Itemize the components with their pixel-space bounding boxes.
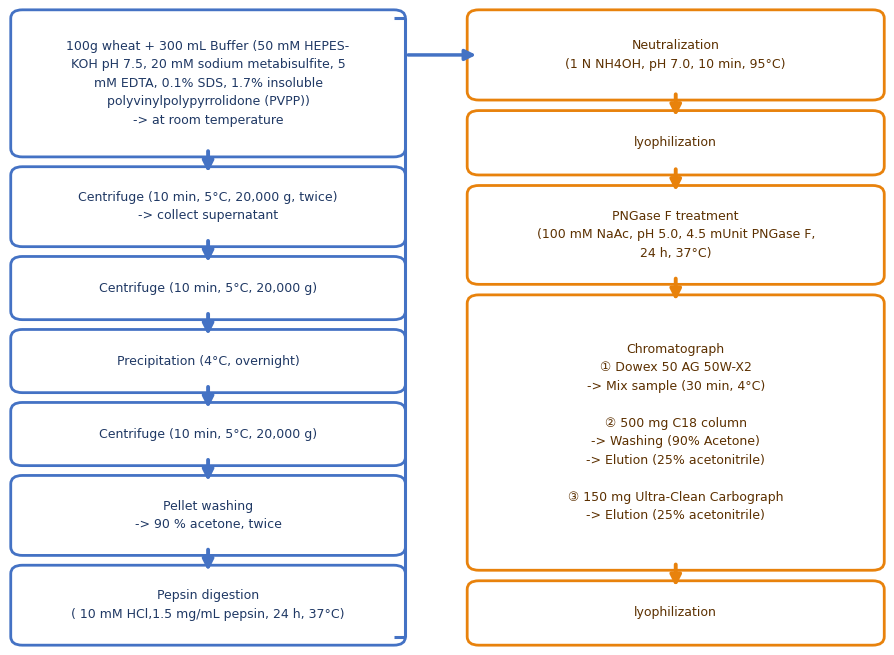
FancyBboxPatch shape [11, 402, 405, 466]
Text: Chromatograph
① Dowex 50 AG 50W-X2
-> Mix sample (30 min, 4°C)

② 500 mg C18 col: Chromatograph ① Dowex 50 AG 50W-X2 -> Mi… [568, 343, 782, 522]
Text: Pellet washing
-> 90 % acetone, twice: Pellet washing -> 90 % acetone, twice [134, 500, 282, 531]
FancyBboxPatch shape [11, 257, 405, 320]
Text: Pepsin digestion
( 10 mM HCl,1.5 mg/mL pepsin, 24 h, 37°C): Pepsin digestion ( 10 mM HCl,1.5 mg/mL p… [72, 590, 344, 621]
Text: lyophilization: lyophilization [634, 607, 716, 620]
FancyBboxPatch shape [11, 476, 405, 555]
Text: PNGase F treatment
(100 mM NaAc, pH 5.0, 4.5 mUnit PNGase F,
24 h, 37°C): PNGase F treatment (100 mM NaAc, pH 5.0,… [536, 210, 814, 260]
FancyBboxPatch shape [11, 167, 405, 247]
Text: Centrifuge (10 min, 5°C, 20,000 g): Centrifuge (10 min, 5°C, 20,000 g) [99, 428, 316, 441]
FancyBboxPatch shape [467, 581, 883, 645]
FancyBboxPatch shape [467, 295, 883, 571]
Text: Centrifuge (10 min, 5°C, 20,000 g): Centrifuge (10 min, 5°C, 20,000 g) [99, 282, 316, 295]
Text: Centrifuge (10 min, 5°C, 20,000 g, twice)
-> collect supernatant: Centrifuge (10 min, 5°C, 20,000 g, twice… [79, 191, 337, 223]
FancyBboxPatch shape [467, 111, 883, 175]
FancyBboxPatch shape [467, 185, 883, 284]
Text: Neutralization
(1 N NH4OH, pH 7.0, 10 min, 95°C): Neutralization (1 N NH4OH, pH 7.0, 10 mi… [565, 39, 785, 71]
FancyBboxPatch shape [467, 10, 883, 100]
FancyBboxPatch shape [11, 10, 405, 157]
Text: Precipitation (4°C, overnight): Precipitation (4°C, overnight) [116, 354, 299, 367]
FancyBboxPatch shape [11, 329, 405, 392]
Text: lyophilization: lyophilization [634, 136, 716, 149]
Text: 100g wheat + 300 mL Buffer (50 mM HEPES-
KOH pH 7.5, 20 mM sodium metabisulfite,: 100g wheat + 300 mL Buffer (50 mM HEPES-… [66, 40, 350, 127]
FancyBboxPatch shape [11, 565, 405, 645]
